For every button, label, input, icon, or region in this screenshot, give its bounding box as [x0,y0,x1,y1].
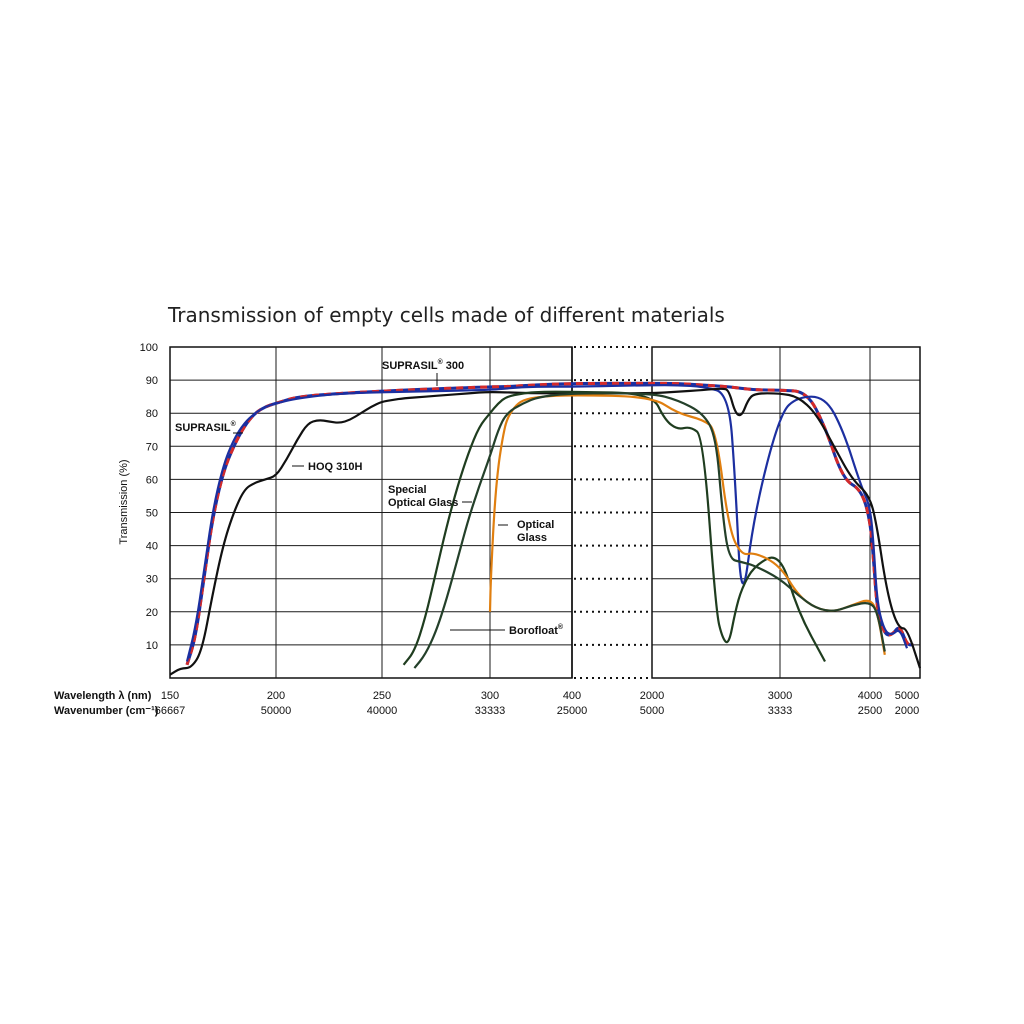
y-tick-label: 10 [146,640,158,652]
label-optical-glass-1: Optical [517,519,554,531]
y-axis-label: Transmission (%) [118,459,130,544]
series-line-hoq-310h [169,387,922,676]
plot-frame-ir [651,346,921,679]
x-row-label-wavenumber: Wavenumber (cm⁻¹) [54,705,159,717]
y-tick-label: 40 [146,541,158,553]
x-tick-wavenumber: 3333 [768,705,792,717]
annotations: SUPRASIL® SUPRASIL® 300 HOQ 310H Special … [175,358,564,637]
x-tick-wavelength: 4000 [858,690,882,702]
x-tick-labels: 150 66667 200 50000 250 40000 300 33333 400 25000… [155,690,920,717]
x-tick-wavenumber: 40000 [367,705,398,717]
series-line-borofloat [413,392,886,669]
y-tick-labels: 10 20 30 40 50 60 70 80 90 100 [140,342,158,652]
x-tick-wavelength: 200 [267,690,285,702]
label-suprasil-300: SUPRASIL® 300 [382,358,464,372]
label-suprasil: SUPRASIL® [175,420,237,434]
x-tick-wavelength: 300 [481,690,499,702]
x-tick-wavelength: 150 [161,690,179,702]
x-tick-wavenumber: 2000 [895,705,919,717]
x-tick-wavelength: 250 [373,690,391,702]
x-tick-wavenumber: 5000 [640,705,664,717]
x-tick-wavenumber: 33333 [475,705,506,717]
y-tick-label: 80 [146,408,158,420]
label-optical-glass-2: Glass [517,532,547,544]
x-tick-wavelength: 400 [563,690,581,702]
y-tick-label: 20 [146,607,158,619]
label-hoq-310h: HOQ 310H [308,461,362,473]
label-borofloat: Borofloat® [509,623,564,637]
y-tick-label: 90 [146,375,158,387]
x-tick-wavelength: 5000 [895,690,919,702]
y-tick-label: 70 [146,441,158,453]
x-tick-wavenumber: 25000 [557,705,588,717]
series-lines [169,381,922,676]
y-tick-label: 100 [140,342,158,354]
y-tick-label: 50 [146,508,158,520]
x-tick-wavelength: 2000 [640,690,664,702]
label-special-optical-glass-2: Optical Glass [388,497,458,509]
chart-title: Transmission of empty cells made of diff… [167,303,725,327]
series-line-suprasil [185,383,909,662]
x-row-label-wavelength: Wavelength λ (nm) [54,690,152,702]
grid [169,346,921,679]
y-tick-label: 30 [146,574,158,586]
label-special-optical-glass-1: Special [388,484,427,496]
x-tick-wavelength: 3000 [768,690,792,702]
y-tick-label: 60 [146,474,158,486]
x-tick-wavenumber: 50000 [261,705,292,717]
x-tick-wavenumber: 2500 [858,705,882,717]
x-tick-wavenumber: 66667 [155,705,186,717]
